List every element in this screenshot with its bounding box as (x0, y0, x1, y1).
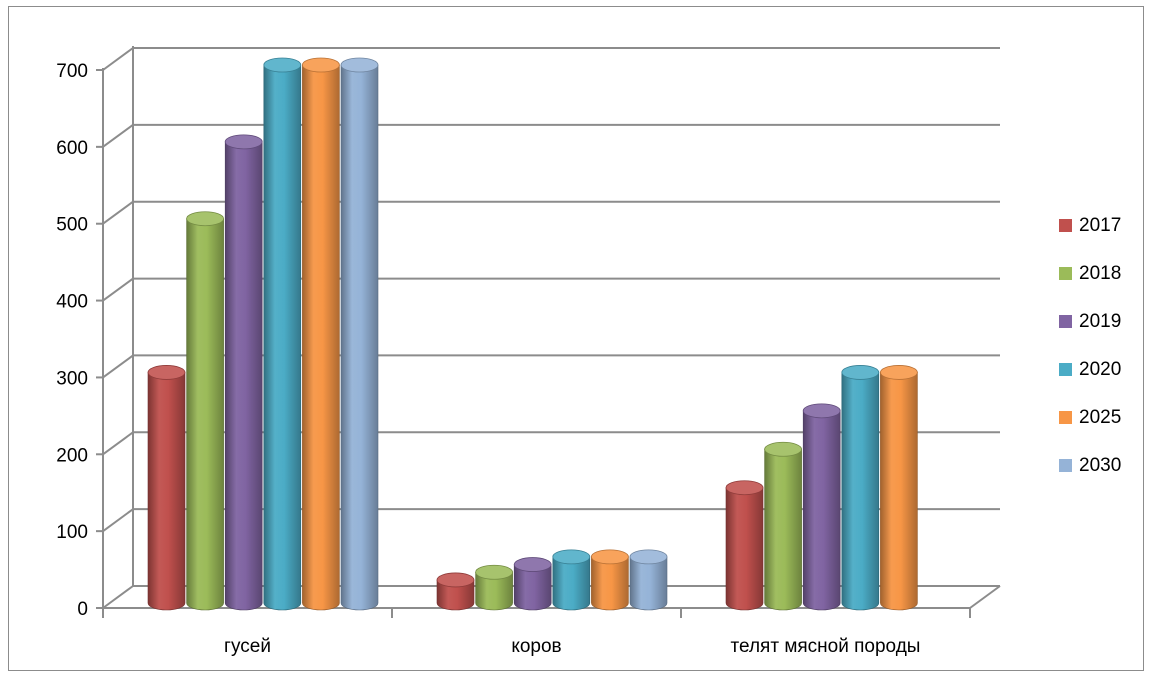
bar (224, 134, 263, 611)
bars (147, 57, 918, 611)
bar (340, 57, 379, 611)
y-tick-label: 500 (56, 215, 88, 236)
y-tick-label: 300 (56, 368, 88, 389)
gridline-side (102, 431, 134, 456)
y-tick-label: 400 (56, 292, 88, 313)
gridline-side (102, 354, 134, 379)
bar (841, 365, 880, 611)
y-axis-ticks: 0 100 200 300 400 500 600 700 (56, 61, 88, 620)
bar (764, 441, 802, 611)
legend: 2017 2018 2019 2020 2025 2030 (1059, 215, 1121, 476)
legend-label: 2019 (1079, 311, 1121, 332)
legend-swatch (1059, 315, 1072, 328)
legend-swatch (1059, 411, 1072, 424)
y-tick-label: 0 (77, 599, 88, 620)
legend-label: 2017 (1079, 215, 1121, 236)
x-category-label: коров (511, 636, 561, 657)
y-tick-label: 700 (56, 61, 88, 82)
bar (552, 549, 591, 611)
gridline-side (102, 585, 134, 609)
gridline-side (102, 508, 134, 532)
legend-item: 2020 (1059, 359, 1121, 380)
bar (475, 564, 514, 611)
legend-item: 2019 (1059, 311, 1121, 332)
legend-swatch (1059, 219, 1072, 232)
bar (186, 211, 225, 611)
bar (725, 480, 764, 611)
legend-label: 2030 (1079, 455, 1121, 476)
gridline-side (102, 277, 134, 302)
y-tick-label: 600 (56, 138, 88, 159)
legend-swatch (1059, 363, 1072, 376)
legend-item: 2018 (1059, 263, 1121, 284)
legend-item: 2017 (1059, 215, 1121, 236)
bar (263, 57, 302, 611)
bar (513, 557, 552, 611)
floor-right-edge (969, 585, 1001, 609)
gridline-side (102, 200, 134, 225)
bar (802, 403, 841, 611)
x-category-label: телят мясной породы (731, 636, 921, 657)
legend-item: 2025 (1059, 407, 1121, 428)
bar (436, 572, 475, 611)
legend-item: 2030 (1059, 455, 1121, 476)
x-axis-categories: гусей коров телят мясной породы (224, 636, 920, 657)
bar (629, 549, 668, 611)
gridline-side (102, 124, 134, 148)
legend-label: 2025 (1079, 407, 1121, 428)
bar (147, 365, 186, 611)
y-tick-label: 100 (56, 522, 88, 543)
legend-label: 2018 (1079, 263, 1121, 284)
legend-swatch (1059, 267, 1072, 280)
bar (301, 57, 340, 611)
bar (880, 365, 918, 611)
legend-label: 2020 (1079, 359, 1121, 380)
x-category-label: гусей (224, 636, 271, 657)
legend-swatch (1059, 459, 1072, 472)
gridline-side (102, 47, 134, 71)
y-tick-label: 200 (56, 445, 88, 466)
bar (591, 549, 629, 611)
